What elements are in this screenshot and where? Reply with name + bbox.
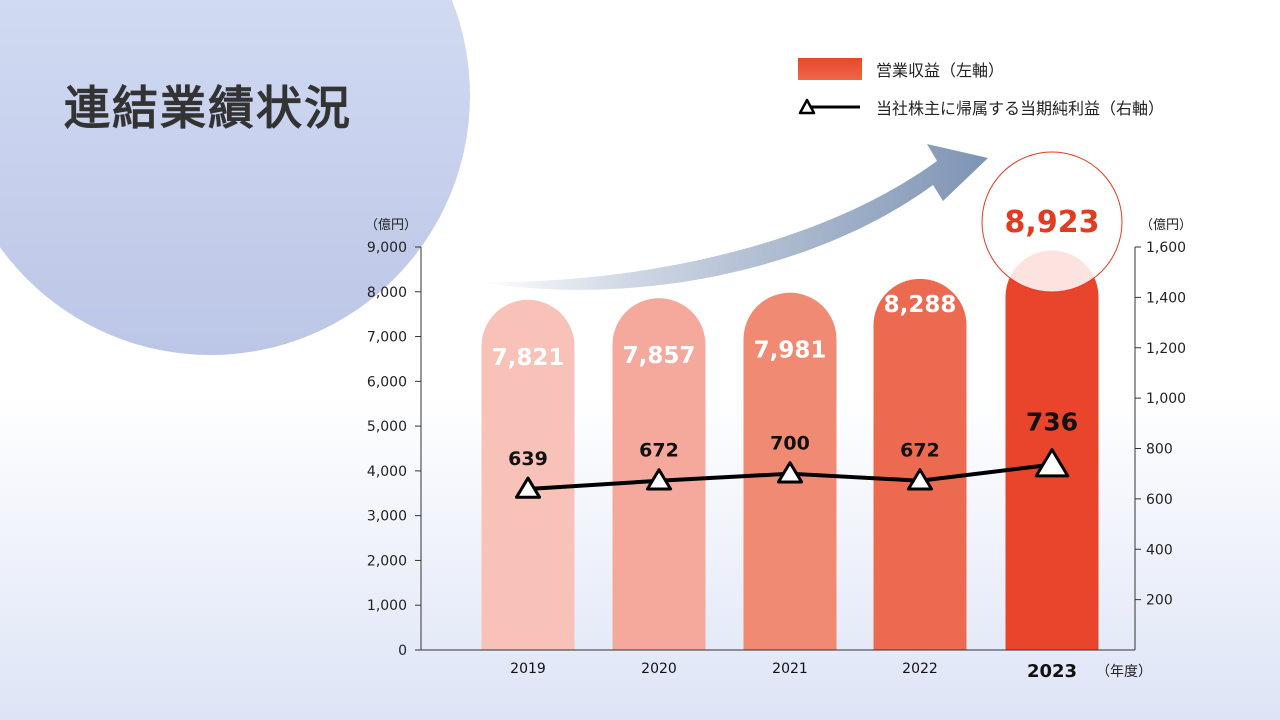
- chart-legend: 営業収益（左軸） 当社株主に帰属する当期純利益（右軸）: [798, 56, 1164, 132]
- bar-value-label-2019: 7,821: [492, 345, 565, 371]
- line-value-label-2019: 639: [508, 448, 548, 470]
- y-right-tick-label: 1,400: [1146, 290, 1186, 306]
- legend-bar-swatch: [798, 58, 862, 80]
- bar-value-label-2022: 8,288: [884, 292, 957, 318]
- y-right-tick-label: 400: [1146, 542, 1173, 558]
- triangle-marker-2021: [776, 461, 804, 484]
- y-left-tick-label: 4,000: [367, 464, 407, 480]
- page-title: 連結業績状況: [64, 81, 352, 135]
- line-layer: [514, 448, 1070, 499]
- y-left-tick-label: 3,000: [367, 509, 407, 525]
- y-left-tick-label: 7,000: [367, 330, 407, 346]
- y-right-tick-label: 1,200: [1146, 341, 1186, 357]
- y-left-unit: （億円）: [365, 217, 417, 233]
- line-value-label-2020: 672: [639, 440, 679, 462]
- y-right-tick-label: 200: [1146, 593, 1173, 609]
- y-left-tick-label: 0: [398, 643, 407, 659]
- bar-value-label-2020: 7,857: [623, 343, 696, 369]
- y-right-tick-label: 1,000: [1146, 391, 1186, 407]
- line-value-label-2023: 736: [1026, 408, 1078, 437]
- legend-label-revenue: 営業収益（左軸）: [876, 61, 1005, 80]
- y-left-tick-label: 8,000: [367, 285, 407, 301]
- y-right-tick-label: 800: [1146, 442, 1173, 458]
- y-left-tick-label: 9,000: [367, 240, 407, 256]
- legend-item-revenue: 営業収益（左軸）: [798, 56, 1164, 82]
- x-tick-label-2019: 2019: [510, 661, 546, 677]
- legend-label-net-income: 当社株主に帰属する当期純利益（右軸）: [876, 99, 1165, 118]
- legend-line-triangle-icon: [798, 98, 860, 115]
- triangle-marker-2023: [1034, 448, 1070, 478]
- y-left-tick-label: 1,000: [367, 598, 407, 614]
- y-right-tick-label: 1,600: [1146, 240, 1186, 256]
- bar-value-label-2023: 8,923: [1005, 205, 1100, 240]
- triangle-marker-2022: [906, 468, 934, 491]
- labels-layer: 7,821 7,857 7,981 8,288 8,923 639 672 700 672 736: [492, 205, 1100, 470]
- line-value-label-2021: 700: [770, 433, 810, 455]
- y-right-unit: （億円）: [1140, 217, 1192, 233]
- y-left-tick-label: 5,000: [367, 419, 407, 435]
- line-value-label-2022: 672: [900, 440, 940, 462]
- y-left-tick-label: 2,000: [367, 553, 407, 569]
- y-right-tick-label: 600: [1146, 492, 1173, 508]
- x-tick-label-2020: 2020: [641, 661, 677, 677]
- axes-layer: 0 1,000 2,000 3,000 4,000 5,000 6,000 7,000 8,00…: [365, 217, 1192, 682]
- x-tick-label-2022: 2022: [902, 661, 938, 677]
- bar-value-label-2021: 7,981: [754, 338, 827, 364]
- bar-2022: [873, 278, 967, 650]
- triangle-marker-2020: [645, 468, 673, 491]
- legend-item-net-income: 当社株主に帰属する当期純利益（右軸）: [798, 94, 1164, 120]
- triangle-marker-2019: [514, 476, 542, 499]
- highlight-circle: [981, 151, 1123, 293]
- growth-arrow-icon: [478, 144, 988, 290]
- x-axis-unit: （年度）: [1096, 664, 1152, 680]
- x-tick-label-2021: 2021: [772, 661, 808, 677]
- y-left-tick-label: 6,000: [367, 374, 407, 390]
- bar-2019: [481, 299, 575, 650]
- x-tick-label-2023: 2023: [1027, 661, 1077, 682]
